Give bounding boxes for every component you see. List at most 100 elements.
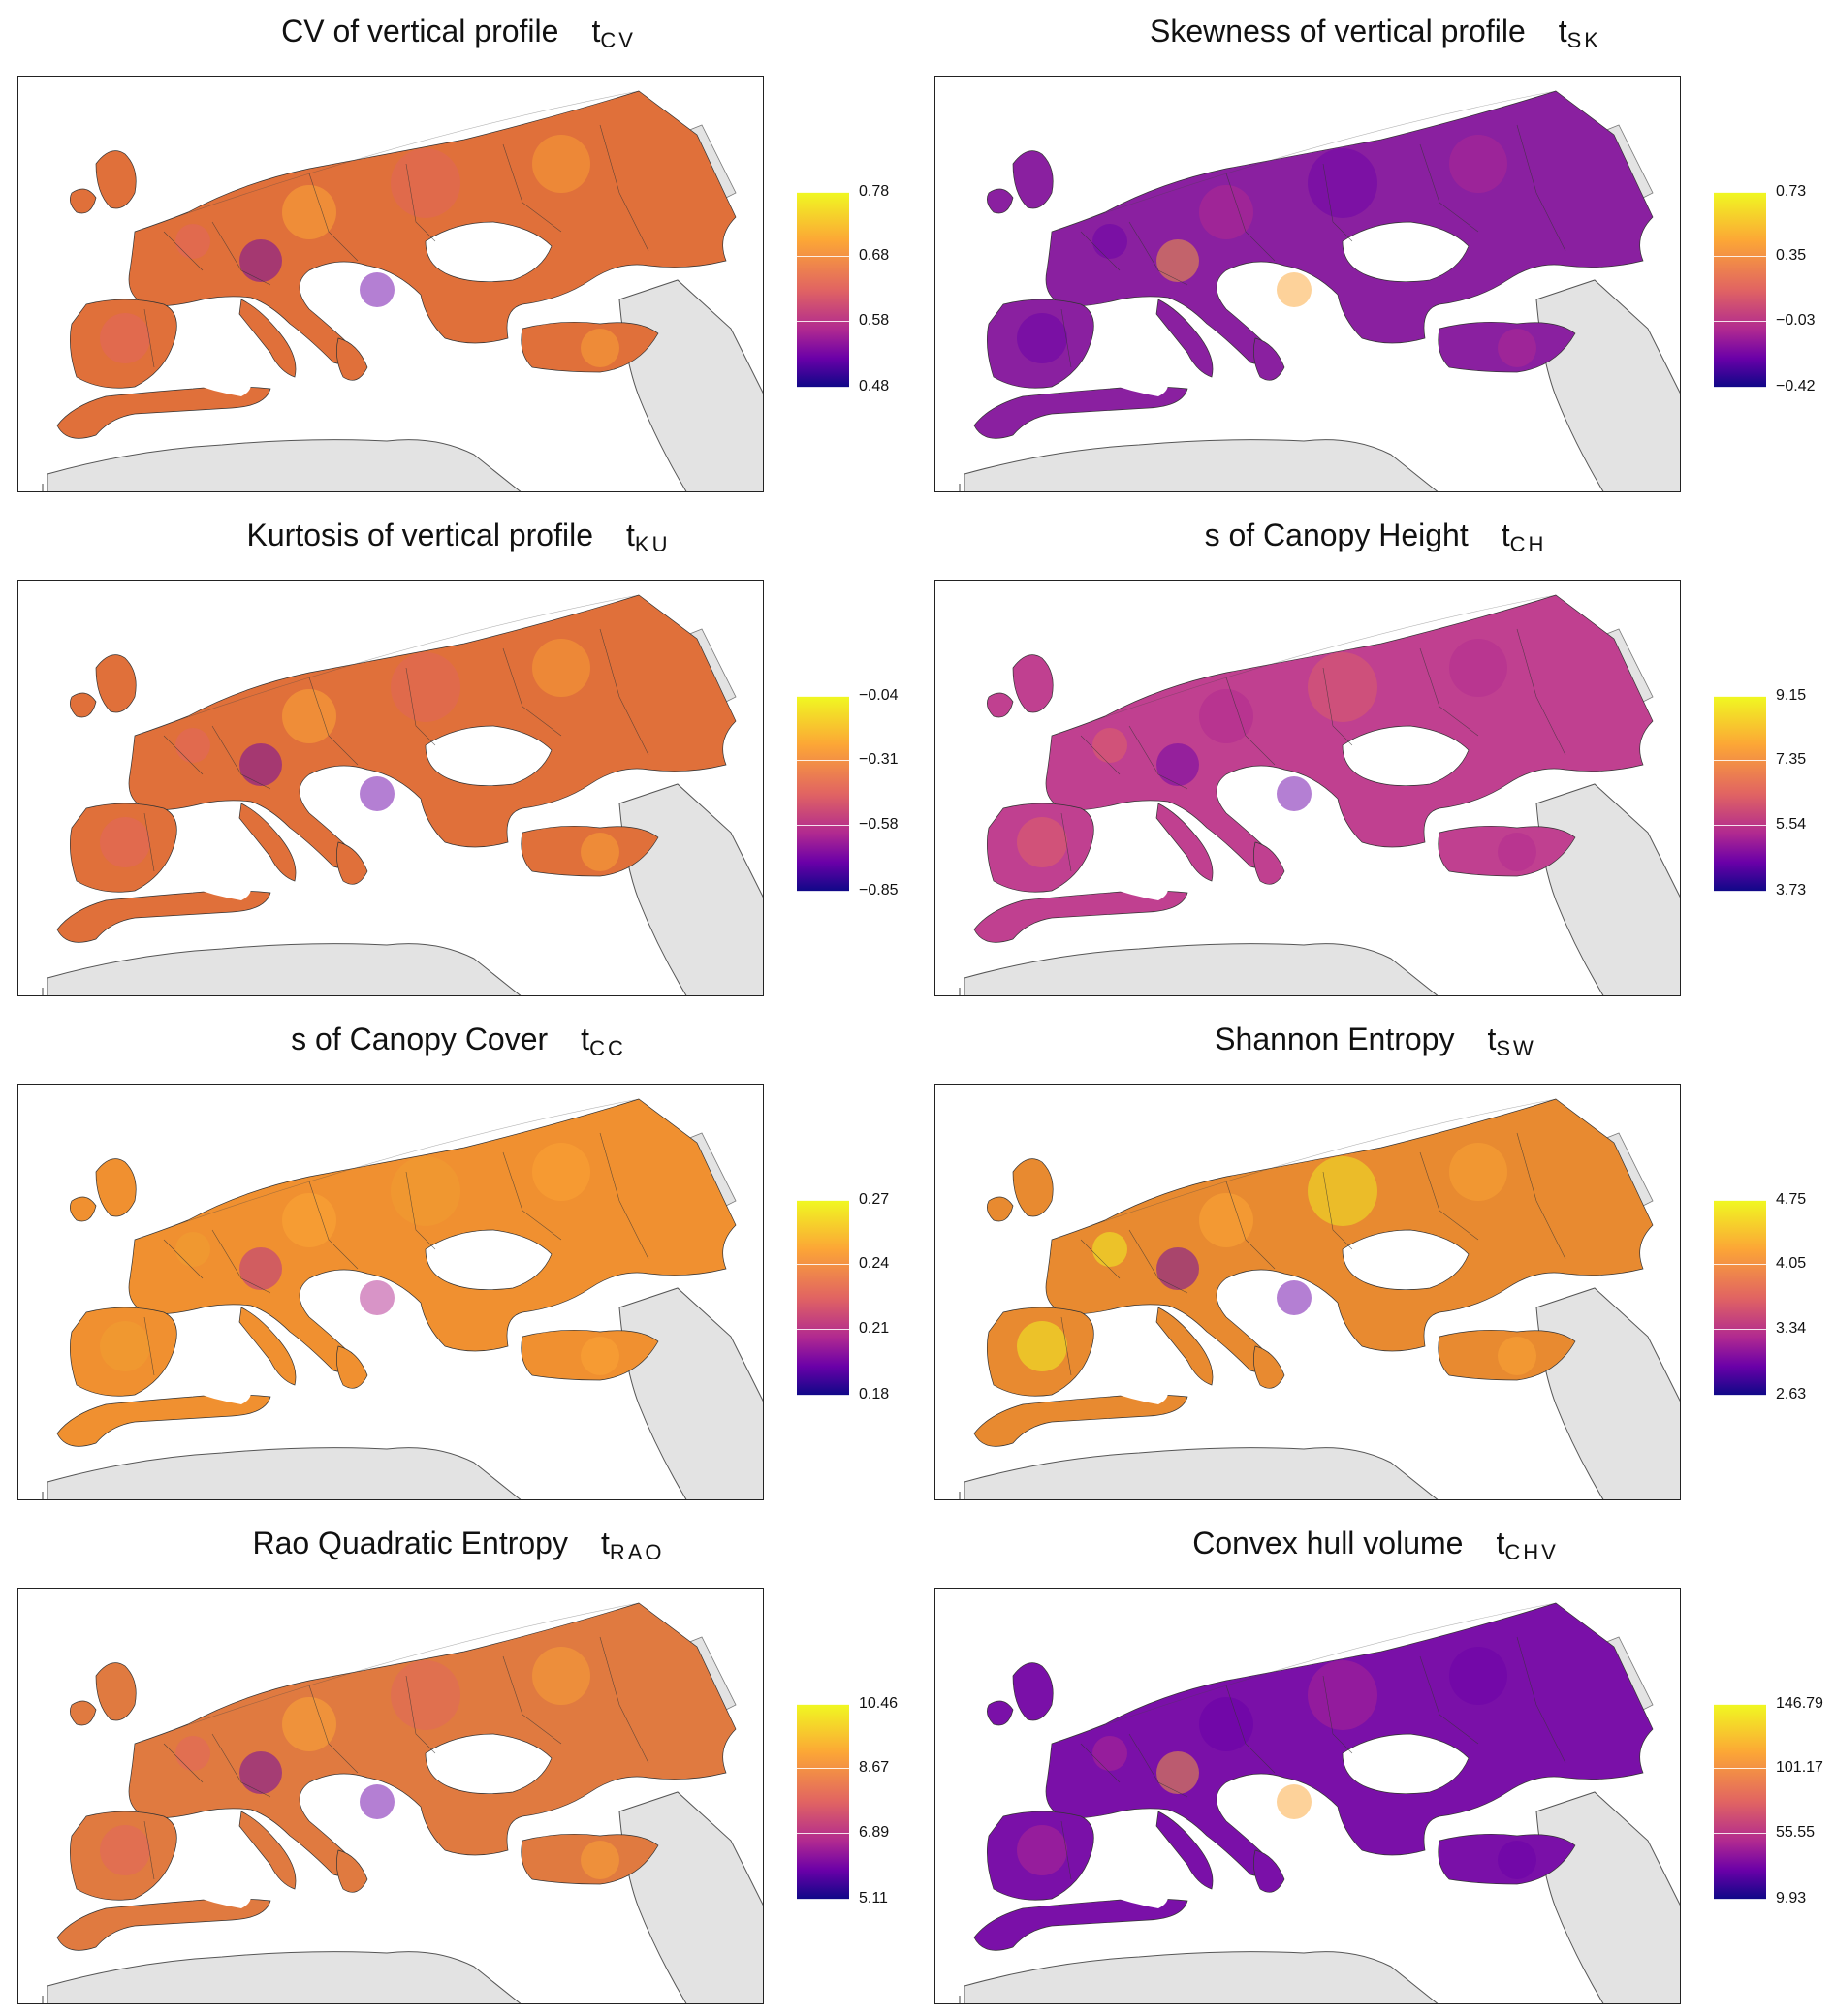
panel-title-symbol: tRAO [600,1526,665,1564]
no-data-mideast [1535,783,1680,995]
north-africa-coast [56,1898,271,1951]
greece [1253,841,1285,885]
mediterranean-sea [1091,1362,1168,1404]
map-frame [17,580,764,996]
colorbar-tick-label: 101.17 [1776,1759,1823,1776]
no-data-africa [47,1447,522,1499]
british-isles [1012,654,1054,713]
panel-title-text: Rao Quadratic Entropy [252,1526,568,1560]
italy [1155,1811,1214,1890]
europe-map [42,594,763,995]
panel-title: Rao Quadratic Entropy tRAO [0,1526,917,1565]
ireland [987,188,1014,214]
panel-title-symbol: tSK [1558,14,1601,52]
map-panel: Convex hull volume tCHV [917,1512,1834,2016]
colorbar-gradient [797,696,849,892]
colorbar-tick-label: 6.89 [859,1824,890,1841]
raster-texture [100,639,619,871]
raster-texture [1017,135,1536,367]
panel-title-subscript: CH [1509,532,1547,556]
europe-map [959,90,1680,491]
colorbar-tick-label: 8.67 [859,1759,890,1776]
colorbar-tick-label: −0.04 [859,687,899,704]
map-panel: s of Canopy Cover tCC [0,1008,917,1512]
no-data-mideast [1535,1791,1680,2003]
black-sea [425,1733,553,1795]
black-sea [1342,1229,1470,1291]
italy [1155,1307,1214,1386]
british-isles [1012,150,1054,209]
mediterranean-sea [174,354,251,396]
british-isles [1012,1158,1054,1217]
no-data-africa [964,439,1439,491]
panel-title-symbol: tCH [1501,518,1547,556]
europe-map [959,594,1680,995]
panel-title-subscript: CHV [1504,1540,1559,1564]
country-borders [143,1636,649,1880]
colorbar: 0.73 0.35 −0.03 −0.42 [1714,184,1815,394]
no-data-africa [964,943,1439,995]
no-data-mideast [1535,1287,1680,1499]
colorbar-tick-label: 9.15 [1776,687,1807,704]
europe-landmass [128,1098,737,1372]
british-isles [95,1662,137,1721]
black-sea [425,221,553,283]
colorbar-tick-label: 2.63 [1776,1386,1807,1402]
black-sea [425,1229,553,1291]
italy [238,803,297,882]
europe-map [42,1098,763,1499]
panel-title-text: s of Canopy Cover [291,1022,549,1056]
italy [1155,299,1214,378]
no-data-mideast [618,1791,763,2003]
black-sea [425,725,553,787]
greece [336,1849,368,1893]
europe-map [959,1098,1680,1499]
no-data-africa [47,439,522,491]
panel-title-text: Kurtosis of vertical profile [246,518,593,552]
colorbar-tick-label: 146.79 [1776,1695,1823,1712]
panel-title-text: Shannon Entropy [1215,1022,1455,1056]
no-data-mideast [1535,279,1680,491]
panel-title-subscript: RAO [609,1540,665,1564]
raster-texture [100,1647,619,1879]
colorbar-tick-label: 0.24 [859,1255,890,1272]
country-borders [1060,1132,1566,1376]
colorbar-tick-label: −0.42 [1776,378,1816,394]
europe-landmass [1045,1602,1654,1876]
north-africa-coast [56,386,271,439]
panel-title-symbol: tKU [626,518,671,556]
no-data-africa [964,1447,1439,1499]
europe-map [42,90,763,491]
british-isles [95,150,137,209]
colorbar-gradient [797,192,849,388]
north-africa-coast [973,1394,1188,1447]
map-panel: s of Canopy Height tCH [917,504,1834,1008]
country-borders [1060,124,1566,368]
mediterranean-sea [174,1362,251,1404]
colorbar-tick-label: 0.73 [1776,183,1807,200]
panel-title-symbol: tSW [1487,1022,1536,1060]
italy [238,1811,297,1890]
colorbar-gradient [1714,192,1766,388]
panel-title-symbol: tCHV [1496,1526,1559,1564]
colorbar-tick-label: −0.85 [859,882,899,898]
map-panel: CV of vertical profile tCV [0,0,917,504]
panel-title-subscript: SW [1496,1036,1536,1060]
ireland [987,1700,1014,1726]
colorbar-gradient [1714,1200,1766,1396]
ireland [987,1196,1014,1222]
greece [336,841,368,885]
country-borders [1060,1636,1566,1880]
map-panel: Kurtosis of vertical profile tKU [0,504,917,1008]
colorbar-tick-label: 55.55 [1776,1824,1816,1841]
greece [336,337,368,381]
north-africa-coast [973,386,1188,439]
colorbar-tick-label: 4.05 [1776,1255,1807,1272]
colorbar-tick-label: 0.58 [859,312,890,329]
colorbar-tick-label: −0.31 [859,751,899,768]
colorbar-tick-label: 0.48 [859,378,890,394]
north-africa-coast [973,1898,1188,1951]
colorbar-tick-label: 3.73 [1776,882,1807,898]
north-africa-coast [973,890,1188,943]
colorbar-gradient [1714,1704,1766,1900]
